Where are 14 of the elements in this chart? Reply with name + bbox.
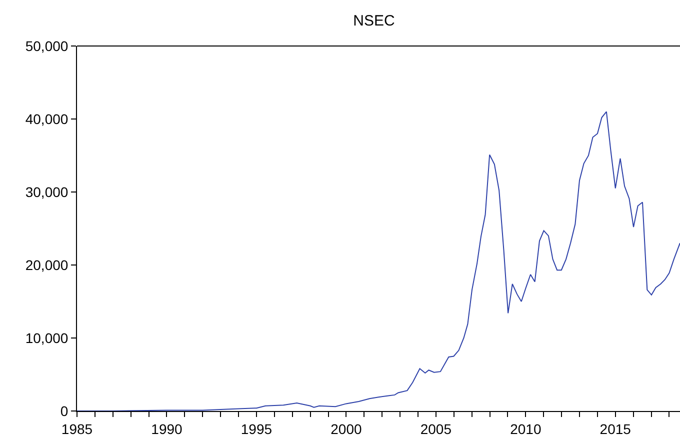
x-tick-label: 1995: [240, 420, 272, 437]
x-tick-label: 2010: [510, 420, 542, 437]
x-tick-label: 1985: [61, 420, 93, 437]
x-tick-label: 1990: [151, 420, 183, 437]
chart-title: NSEC: [353, 12, 395, 30]
x-tick-label: 2000: [330, 420, 362, 437]
x-tick-label: 2005: [420, 420, 452, 437]
y-tick-label: 20,000: [25, 256, 68, 273]
x-tick-label: 2015: [600, 420, 632, 437]
y-tick-label: 0: [60, 402, 68, 419]
y-tick-label: 50,000: [25, 38, 68, 54]
y-tick-label: 10,000: [25, 330, 68, 346]
y-tick-label: 30,000: [25, 184, 68, 200]
y-tick-label: 40,000: [25, 110, 68, 127]
